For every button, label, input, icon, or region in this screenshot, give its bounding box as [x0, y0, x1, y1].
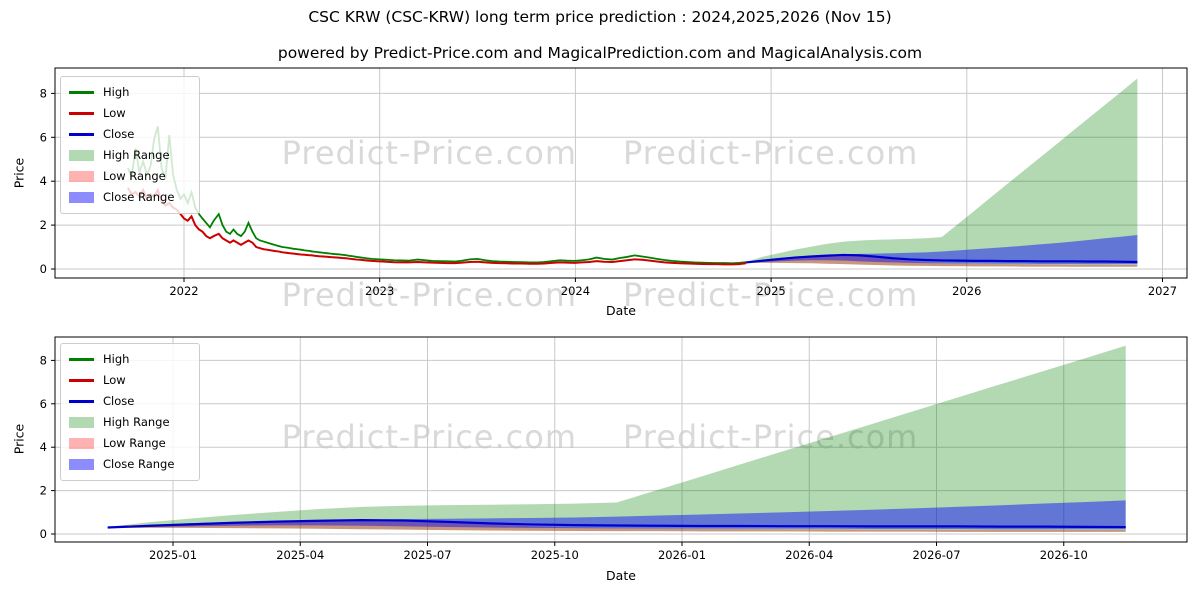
x-tick-label: 2024 — [561, 284, 590, 298]
close-line — [745, 253, 1138, 264]
x-tick-label: 2025-10 — [531, 548, 579, 562]
legend-bottom-chart: High Low Close High Range Low Range Close Ran… — [60, 343, 200, 481]
legend-label: High Range — [103, 147, 170, 162]
x-tick-label: 2025-04 — [276, 548, 324, 562]
y-tick-label: 6 — [40, 130, 47, 144]
y-tick-label: 2 — [40, 484, 47, 498]
high-line — [127, 126, 747, 265]
y-tick-label: 0 — [40, 262, 47, 276]
close-line — [107, 519, 1126, 529]
x-tick-label: 2026-04 — [785, 548, 833, 562]
legend-patch-swatch — [69, 150, 94, 161]
low-line — [127, 187, 747, 266]
x-tick-label: 2025-07 — [403, 548, 451, 562]
legend-line-swatch — [69, 91, 94, 94]
x-tick-label: 2023 — [365, 284, 394, 298]
legend-item-close-range: Close Range — [69, 454, 191, 475]
legend-item-low: Low — [69, 370, 191, 391]
legend-label: High Range — [103, 414, 170, 429]
legend-item-high-range: High Range — [69, 145, 191, 166]
page-title: CSC KRW (CSC-KRW) long term price predic… — [308, 8, 892, 26]
plot-border — [54, 67, 1188, 279]
close-range-band — [745, 234, 1138, 265]
legend-label: Close Range — [103, 456, 175, 471]
legend-patch-swatch — [69, 438, 94, 449]
x-axis-label-top: Date — [606, 303, 636, 318]
high-range-band — [107, 345, 1126, 532]
high-range-band — [745, 78, 1138, 267]
legend-patch-swatch — [69, 459, 94, 470]
low-range-band — [745, 255, 1138, 267]
close-range-band — [107, 500, 1126, 530]
legend-line-swatch — [69, 400, 94, 403]
y-axis-label-bottom: Price — [11, 423, 27, 455]
legend-label: Close Range — [103, 189, 175, 204]
x-tick-label: 2027 — [1148, 284, 1177, 298]
y-tick-label: 0 — [40, 527, 47, 541]
bottom-chart: 2025-01 2025-04 2025-07 2025-10 2026-01 2026-… — [40, 336, 1188, 562]
x-tick-label: 2026-01 — [658, 548, 706, 562]
legend-item-high-range: High Range — [69, 412, 191, 433]
x-tick-label: 2026-10 — [1040, 548, 1088, 562]
y-tick-label: 8 — [40, 353, 47, 367]
legend-line-swatch — [69, 358, 94, 361]
x-tick-label: 2026 — [952, 284, 981, 298]
x-tick-label: 2026-07 — [912, 548, 960, 562]
legend-item-low-range: Low Range — [69, 433, 191, 454]
y-tick-label: 4 — [40, 440, 47, 454]
legend-patch-swatch — [69, 192, 94, 203]
top-chart: 2022 2023 2024 2025 2026 2027 0 2 4 6 8 — [40, 67, 1188, 298]
y-tick-label: 4 — [40, 174, 47, 188]
y-tick-label: 8 — [40, 86, 47, 100]
legend-item-low-range: Low Range — [69, 166, 191, 187]
legend-patch-swatch — [69, 171, 94, 182]
y-axis-label-top: Price — [11, 157, 27, 189]
legend-item-low: Low — [69, 103, 191, 124]
x-tick-label: 2025 — [756, 284, 785, 298]
legend-item-high: High — [69, 82, 191, 103]
page-subtitle: powered by Predict-Price.com and Magical… — [277, 44, 923, 62]
legend-line-swatch — [69, 112, 94, 115]
y-tick-label: 2 — [40, 218, 47, 232]
legend-item-close: Close — [69, 391, 191, 412]
legend-item-close: Close — [69, 124, 191, 145]
legend-item-high: High — [69, 349, 191, 370]
legend-label: Low — [103, 372, 126, 387]
legend-label: High — [103, 84, 130, 99]
x-tick-label: 2025-01 — [149, 548, 197, 562]
legend-label: Close — [103, 126, 135, 141]
legend-line-swatch — [69, 379, 94, 382]
legend-label: High — [103, 351, 130, 366]
legend-line-swatch — [69, 133, 94, 136]
low-range-band — [107, 520, 1126, 532]
plot-border — [54, 336, 1188, 543]
x-tick-label: 2022 — [169, 284, 198, 298]
legend-patch-swatch — [69, 417, 94, 428]
legend-label: Low Range — [103, 435, 166, 450]
legend-label: Low Range — [103, 168, 166, 183]
legend-item-close-range: Close Range — [69, 187, 191, 208]
legend-label: Low — [103, 105, 126, 120]
y-tick-label: 6 — [40, 397, 47, 411]
legend-label: Close — [103, 393, 135, 408]
legend-top-chart: High Low Close High Range Low Range Close Ran… — [60, 76, 200, 214]
x-axis-label-bottom: Date — [606, 568, 636, 583]
